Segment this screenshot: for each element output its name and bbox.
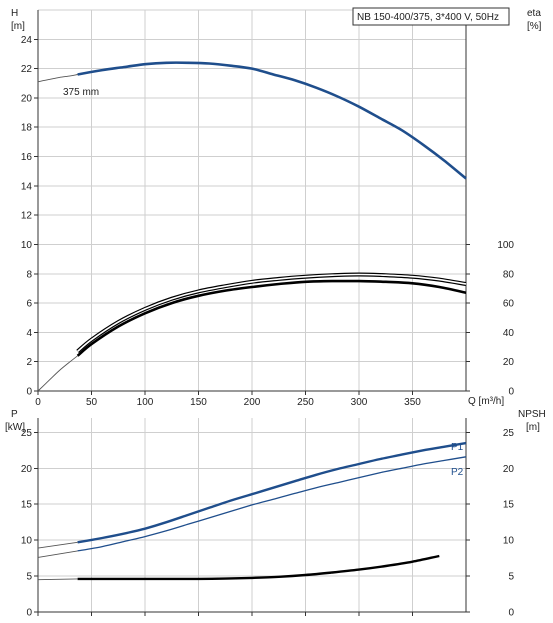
- eta-tick-label: 0: [508, 387, 514, 398]
- head-tick-label: 24: [21, 35, 33, 46]
- power-tick-label: 25: [21, 428, 33, 439]
- power-panel-grid: [37, 418, 467, 613]
- head-eff-curves: [37, 61, 467, 392]
- npsh-tick-label: 20: [503, 464, 515, 475]
- head-tick-label: 22: [21, 64, 33, 75]
- title-box: [352, 7, 510, 26]
- head-tick-label: 16: [21, 152, 33, 163]
- flow-tick-label: 350: [404, 397, 421, 408]
- head-axis-unit: [m]: [11, 21, 25, 32]
- chart-title: NB 150-400/375, 3*400 V, 50Hz: [357, 12, 499, 23]
- bottom-curve-4: [77, 554, 440, 581]
- head-tick-label: 14: [21, 181, 33, 192]
- flow-tick-label: 200: [244, 397, 261, 408]
- flow-tick-label: 100: [137, 397, 154, 408]
- bottom-curve-3: [37, 550, 78, 558]
- flow-tick-label: 0: [35, 397, 41, 408]
- impeller-diameter-label: 375 mm: [63, 87, 99, 98]
- head-tick-label: 2: [26, 357, 32, 368]
- top-curve-3-inner: [77, 273, 467, 353]
- npsh-tick-label: 0: [508, 608, 514, 619]
- flow-tick-label: 150: [190, 397, 207, 408]
- npsh-tick-label: 15: [503, 500, 515, 511]
- eta-tick-label: 60: [503, 299, 515, 310]
- head-tick-label: 20: [21, 93, 33, 104]
- head-tick-label: 18: [21, 123, 33, 134]
- head-tick-label: 10: [21, 240, 33, 251]
- top-curve-2: [76, 279, 467, 357]
- flow-tick-label: 250: [297, 397, 314, 408]
- top-curve-1: [37, 74, 78, 83]
- power-tick-label: 20: [21, 464, 33, 475]
- flow-axis-label: Q [m³/h]: [468, 396, 504, 407]
- npsh-axis-label: NPSH: [518, 409, 546, 420]
- head-tick-label: 0: [26, 387, 32, 398]
- eta-tick-label: 80: [503, 269, 515, 280]
- p1-series-label: P1: [451, 442, 464, 453]
- bottom-curve-0: [77, 441, 467, 544]
- eta-axis-unit: [%]: [527, 21, 542, 32]
- p2-series-label: P2: [451, 467, 464, 478]
- npsh-tick-label: 25: [503, 428, 515, 439]
- eta-tick-label: 100: [497, 240, 514, 251]
- power-tick-label: 0: [26, 608, 32, 619]
- bottom-curve-5: [37, 578, 78, 581]
- eta-tick-label: 40: [503, 328, 515, 339]
- npsh-tick-label: 5: [508, 572, 514, 583]
- power-axis-unit: [kW]: [5, 422, 25, 433]
- head-axis-label: H: [11, 8, 18, 19]
- power-tick-label: 5: [26, 572, 32, 583]
- power-axis-label: P: [11, 409, 18, 420]
- head-tick-label: 6: [26, 299, 32, 310]
- npsh-tick-label: 10: [503, 536, 515, 547]
- npsh-axis-unit: [m]: [526, 422, 540, 433]
- eta-axis-label: eta: [527, 8, 541, 19]
- head-tick-label: 12: [21, 211, 33, 222]
- top-curve-4: [37, 355, 78, 392]
- power-tick-label: 15: [21, 500, 33, 511]
- power-tick-label: 10: [21, 536, 33, 547]
- eta-tick-label: 20: [503, 357, 515, 368]
- bottom-curve-2: [37, 541, 78, 549]
- flow-tick-label: 300: [351, 397, 368, 408]
- head-tick-label: 4: [26, 328, 32, 339]
- top-curve-0: [77, 61, 467, 180]
- flow-tick-label: 50: [86, 397, 98, 408]
- bottom-curve-1: [77, 456, 467, 552]
- power-npsh-curves: [37, 441, 467, 581]
- head-tick-label: 8: [26, 269, 32, 280]
